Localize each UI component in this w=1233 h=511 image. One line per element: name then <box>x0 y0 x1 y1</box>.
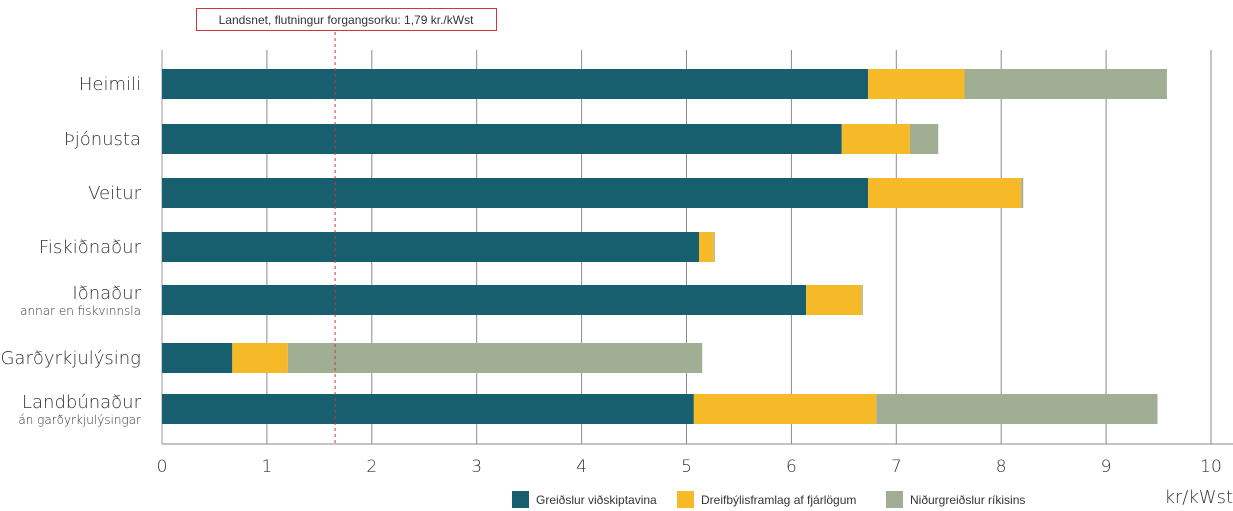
bar-segment <box>162 232 700 262</box>
x-tick-label: 2 <box>366 457 377 477</box>
reference-line: Landsnet, flutningur forgangsorku: 1,79 … <box>196 8 497 444</box>
bar-segment <box>964 69 1167 99</box>
category-sublabel: án garðyrkjulýsingar <box>18 413 141 427</box>
legend-label: Niðurgreiðslur ríkisins <box>910 493 1025 507</box>
bar-segment <box>713 232 715 262</box>
category-sublabel: annar en fiskvinnsla <box>20 304 141 318</box>
bar-segment <box>162 394 694 424</box>
reference-line-label-box <box>196 8 497 31</box>
bar-segment <box>162 124 842 154</box>
bar-segment <box>1021 178 1024 208</box>
bar-segment <box>162 69 868 99</box>
bar-segment <box>162 343 233 373</box>
category-label: Iðnaður <box>72 283 141 304</box>
bar-segment <box>806 285 862 315</box>
bar-segment <box>867 178 1022 208</box>
x-axis-unit-label: kr/kWst <box>1164 487 1233 508</box>
legend-swatch <box>512 491 529 508</box>
category-label: Veitur <box>88 183 141 204</box>
legend-label: Greiðslur viðskiptavina <box>536 493 657 507</box>
bar-segment <box>287 343 703 373</box>
x-tick-label: 0 <box>157 457 168 477</box>
legend-label: Dreifbýlisframlag af fjárlögum <box>701 493 856 507</box>
x-tick-label: 1 <box>261 457 272 477</box>
bar-segment <box>232 343 288 373</box>
category-label: Þjónusta <box>64 129 141 150</box>
reference-line-label: Landsnet, flutningur forgangsorku: 1,79 … <box>219 13 474 27</box>
x-tick-label: 8 <box>996 457 1007 477</box>
bar-segment <box>693 394 877 424</box>
category-labels: Heimili Þjónusta Veitur Fiskiðnaður Iðnaðura… <box>0 74 141 427</box>
bar-segment <box>162 285 807 315</box>
x-tick-label: 5 <box>681 457 692 477</box>
bars <box>162 69 1167 424</box>
bar-segment <box>699 232 714 262</box>
x-tick-label: 9 <box>1101 457 1112 477</box>
x-tick-label: 7 <box>891 457 902 477</box>
x-tick-label: 10 <box>1200 457 1222 477</box>
category-label: Landbúnaður <box>22 392 142 413</box>
bar-segment <box>162 178 868 208</box>
bar-segment <box>909 124 939 154</box>
category-label: Garðyrkjulýsing <box>0 348 141 369</box>
legend-swatch <box>677 491 694 508</box>
legend-swatch <box>886 491 903 508</box>
bar-segment <box>867 69 965 99</box>
x-tick-label: 3 <box>471 457 482 477</box>
category-label: Fiskiðnaður <box>39 237 142 258</box>
bar-segment <box>876 394 1158 424</box>
legend: Greiðslur viðskiptavina Dreifbýlisframlag… <box>512 491 1025 508</box>
x-tick-labels: 0 1 2 3 4 5 6 7 8 9 10 <box>157 457 1222 477</box>
x-tick-label: 4 <box>576 457 587 477</box>
bar-segment <box>841 124 910 154</box>
x-tick-label: 6 <box>786 457 797 477</box>
bar-segment <box>861 285 863 315</box>
category-label: Heimili <box>79 74 141 95</box>
